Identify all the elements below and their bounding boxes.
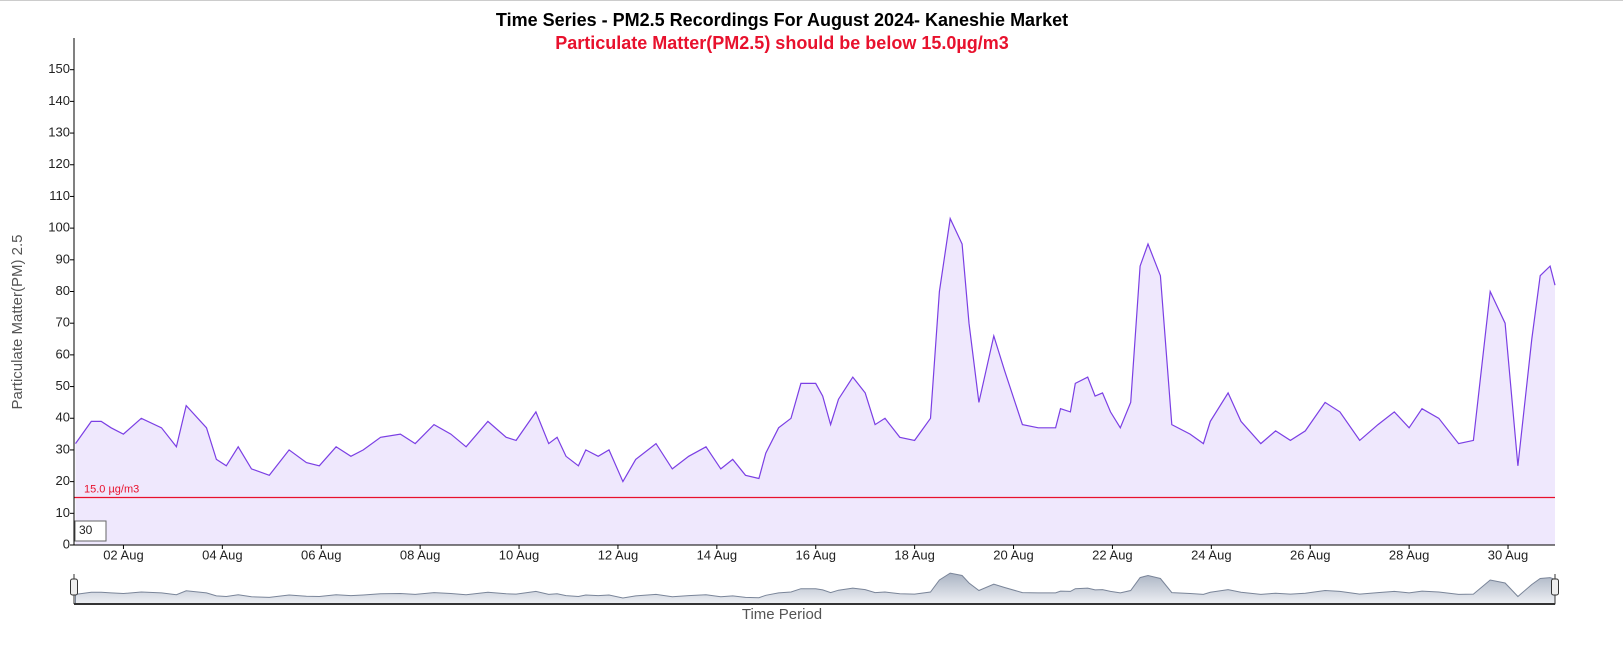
- x-tick-label: 12 Aug: [598, 547, 639, 562]
- chart-title: Time Series - PM2.5 Recordings For Augus…: [496, 10, 1068, 30]
- y-tick-label: 50: [56, 378, 70, 393]
- y-tick-label: 150: [48, 61, 70, 76]
- range-handle[interactable]: [1551, 578, 1559, 596]
- line: [75, 216, 1556, 483]
- y-tick-label: 120: [48, 156, 70, 171]
- y-tick-label: 70: [56, 315, 70, 330]
- x-tick-label: 16 Aug: [795, 547, 836, 562]
- x-tick-label: 10 Aug: [499, 547, 540, 562]
- y-tick-label: 90: [56, 251, 70, 266]
- y-tick-label: 100: [48, 220, 70, 235]
- y-tick-label: 20: [56, 473, 70, 488]
- x-tick-label: 28 Aug: [1389, 547, 1430, 562]
- area: [75, 218, 1555, 545]
- x-tick-label: 30 Aug: [1488, 547, 1529, 562]
- roll-period-input[interactable]: [74, 520, 107, 542]
- y-tick-label: 130: [48, 125, 70, 140]
- x-tick-label: 08 Aug: [400, 547, 441, 562]
- x-tick-label: 26 Aug: [1290, 547, 1331, 562]
- y-tick-label: 60: [56, 346, 70, 361]
- y-tick-label: 10: [56, 505, 70, 520]
- y-tick-label: 110: [49, 188, 70, 203]
- x-axis-label: Time Period: [742, 606, 822, 623]
- x-tick-label: 04 Aug: [202, 547, 243, 562]
- x-tick-label: 14 Aug: [697, 547, 738, 562]
- x-tick-label: 06 Aug: [301, 547, 342, 562]
- y-tick-label: 0: [63, 536, 70, 551]
- x-tick-label: 20 Aug: [993, 547, 1034, 562]
- x-tick-label: 24 Aug: [1191, 547, 1232, 562]
- range-area: [74, 572, 1556, 605]
- chart-subtitle: Particulate Matter(PM2.5) should be belo…: [555, 33, 1008, 53]
- range-handle[interactable]: [70, 578, 78, 596]
- y-tick-label: 40: [56, 410, 70, 425]
- y-tick-label: 140: [48, 93, 70, 108]
- y-tick-label: 30: [56, 441, 70, 456]
- x-tick-label: 18 Aug: [894, 547, 935, 562]
- x-tick-label: 02 Aug: [103, 547, 144, 562]
- y-axis-label: Particulate Matter(PM) 2.5: [9, 234, 26, 409]
- y-tick-label: 80: [56, 283, 70, 298]
- threshold-label: 15.0 µg/m3: [84, 483, 139, 495]
- roll-period-value: 30: [79, 523, 93, 537]
- x-tick-label: 22 Aug: [1092, 547, 1133, 562]
